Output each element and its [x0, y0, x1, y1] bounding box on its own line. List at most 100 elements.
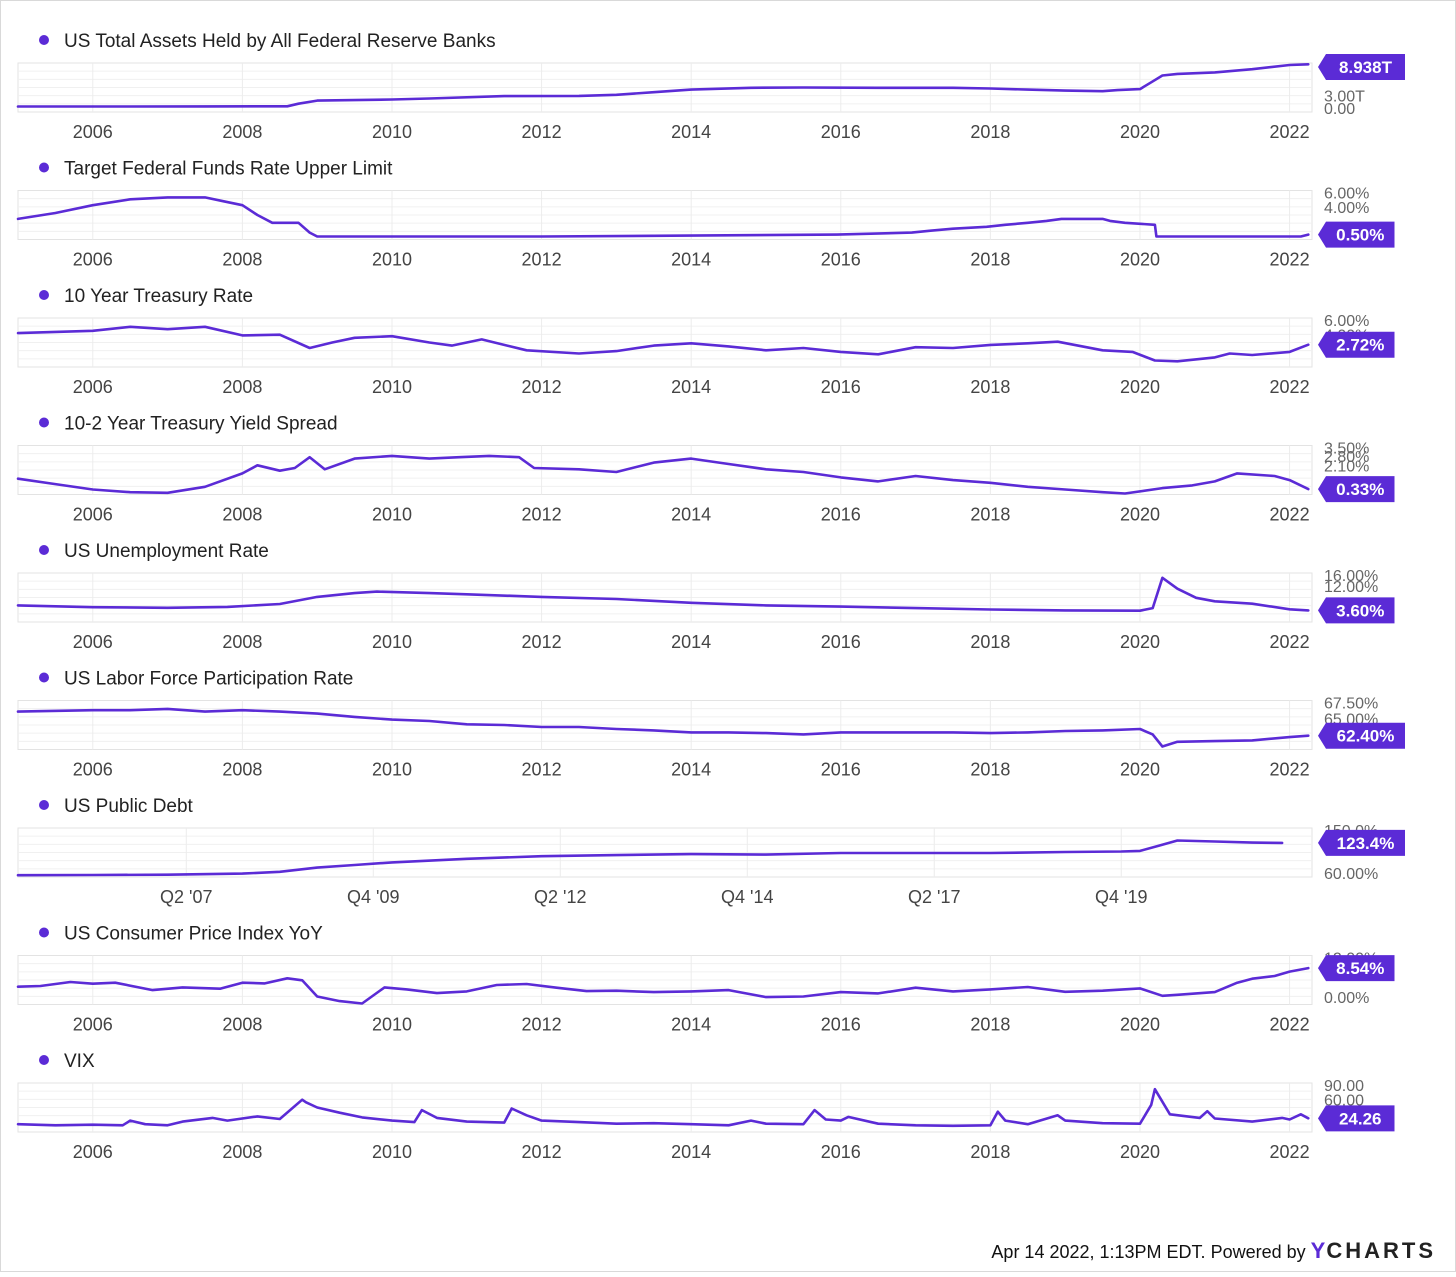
x-tick-label: 2014 — [671, 250, 711, 270]
x-tick-label: 2008 — [222, 505, 262, 525]
chart-title: US Total Assets Held by All Federal Rese… — [64, 31, 496, 52]
x-tick-label: 2008 — [222, 1015, 262, 1035]
y-tick-label: 12.00% — [1324, 579, 1378, 596]
x-tick-label: 2006 — [73, 122, 113, 142]
x-tick-label: 2018 — [970, 377, 1010, 397]
panel-3: 10-2 Year Treasury Yield Spread 2006 2008 2… — [16, 414, 1395, 525]
end-value-badge — [1318, 722, 1405, 749]
panel-0: US Total Assets Held by All Federal Rese… — [16, 31, 1405, 142]
chart-title: US Labor Force Participation Rate — [64, 669, 353, 690]
y-tick-label: 0.00 — [1324, 101, 1355, 118]
x-tick-label: 2018 — [970, 122, 1010, 142]
end-value-badge — [1318, 955, 1395, 982]
x-tick-label: 2010 — [372, 505, 412, 525]
ycharts-logo-text: CHARTS — [1326, 1238, 1436, 1263]
chart-title: Target Federal Funds Rate Upper Limit — [64, 159, 393, 180]
x-tick-label: 2014 — [671, 122, 711, 142]
legend-dot — [39, 800, 49, 810]
x-tick-label: 2016 — [821, 377, 861, 397]
panel-5: US Labor Force Participation Rate 2006 200… — [16, 669, 1405, 780]
x-tick-label: 2008 — [222, 122, 262, 142]
x-tick-label: Q4 '19 — [1095, 887, 1147, 907]
chart-title: US Unemployment Rate — [64, 541, 269, 562]
x-tick-label: 2006 — [73, 505, 113, 525]
series-line-0 — [16, 454, 1310, 495]
x-tick-label: 2008 — [222, 632, 262, 652]
chart-title: US Consumer Price Index YoY — [64, 924, 323, 945]
series-line-0 — [16, 707, 1310, 748]
end-value-label: 3.60% — [1336, 601, 1384, 620]
x-tick-label: 2018 — [970, 760, 1010, 780]
x-tick-label: 2012 — [522, 377, 562, 397]
x-tick-label: 2016 — [821, 760, 861, 780]
end-value-badge — [1318, 221, 1395, 248]
x-tick-label: 2020 — [1120, 1015, 1160, 1035]
x-tick-label: 2020 — [1120, 505, 1160, 525]
x-tick-label: 2006 — [73, 760, 113, 780]
end-value-badge — [1318, 1105, 1395, 1132]
x-tick-label: 2022 — [1270, 505, 1310, 525]
x-tick-label: 2018 — [970, 1015, 1010, 1035]
x-tick-label: 2006 — [73, 250, 113, 270]
legend-dot — [39, 417, 49, 428]
panel-2: 10 Year Treasury Rate 2006 2008 2010 2012 201… — [16, 286, 1395, 397]
x-tick-label: 2006 — [73, 1142, 113, 1162]
x-tick-label: 2020 — [1120, 760, 1160, 780]
x-tick-label: 2008 — [222, 377, 262, 397]
y-tick-label: 0.00% — [1324, 990, 1369, 1007]
x-tick-label: 2008 — [222, 250, 262, 270]
panel-8: VIX 2006 2008 2010 2012 2014 2016 2018 2020 2022 9… — [16, 1051, 1395, 1162]
x-tick-label: 2006 — [73, 632, 113, 652]
chart-title: 10-2 Year Treasury Yield Spread — [64, 414, 338, 435]
end-value-label: 123.4% — [1337, 834, 1395, 853]
x-tick-label: 2012 — [522, 1015, 562, 1035]
x-tick-label: 2010 — [372, 122, 412, 142]
y-tick-label: 60.00% — [1324, 866, 1378, 883]
legend-dot — [39, 35, 49, 45]
x-tick-label: 2012 — [522, 760, 562, 780]
x-tick-label: 2016 — [821, 632, 861, 652]
chart-title: 10 Year Treasury Rate — [64, 286, 253, 307]
x-tick-label: 2010 — [372, 1142, 412, 1162]
series-line-0 — [16, 325, 1310, 363]
x-tick-label: 2016 — [821, 250, 861, 270]
x-tick-label: 2006 — [73, 377, 113, 397]
end-value-label: 62.40% — [1337, 727, 1395, 746]
x-tick-label: 2012 — [522, 1142, 562, 1162]
end-value-label: 8.938T — [1339, 58, 1393, 77]
x-tick-label: 2014 — [671, 632, 711, 652]
x-tick-label: 2010 — [372, 1015, 412, 1035]
x-tick-label: 2022 — [1270, 632, 1310, 652]
series-line-0 — [16, 196, 1310, 238]
series-line-0 — [16, 1087, 1310, 1128]
x-tick-label: 2020 — [1120, 632, 1160, 652]
ycharts-logo[interactable]: YCHARTS — [1311, 1238, 1436, 1263]
x-tick-label: 2014 — [671, 1015, 711, 1035]
end-value-badge — [1318, 476, 1395, 503]
x-tick-label: 2008 — [222, 1142, 262, 1162]
x-tick-label: 2010 — [372, 760, 412, 780]
x-tick-label: 2018 — [970, 250, 1010, 270]
x-tick-label: 2014 — [671, 760, 711, 780]
x-tick-label: Q4 '14 — [721, 887, 773, 907]
y-tick-label: 90.00 — [1324, 1078, 1364, 1095]
x-tick-label: 2022 — [1270, 760, 1310, 780]
y-tick-label: 16.00% — [1324, 568, 1378, 585]
x-tick-label: 2022 — [1270, 122, 1310, 142]
x-tick-label: 2012 — [522, 250, 562, 270]
x-tick-label: 2022 — [1270, 1142, 1310, 1162]
x-tick-label: 2018 — [970, 1142, 1010, 1162]
footer-timestamp: Apr 14 2022, 1:13PM EDT. — [991, 1242, 1206, 1262]
series-line-0 — [16, 839, 1284, 877]
legend-dot — [39, 1055, 49, 1065]
x-tick-label: 2022 — [1270, 1015, 1310, 1035]
x-tick-label: 2016 — [821, 505, 861, 525]
y-tick-label: 6.00% — [1324, 313, 1369, 330]
panel-6: US Public Debt Q2 '07 Q4 '09 Q2 '12 Q4 '14 Q2… — [16, 796, 1405, 907]
x-tick-label: 2012 — [522, 122, 562, 142]
x-tick-label: 2010 — [372, 377, 412, 397]
ycharts-logo-y: Y — [1310, 1238, 1327, 1263]
y-tick-label: 3.50% — [1324, 441, 1369, 458]
y-tick-label: 2.80% — [1324, 449, 1369, 466]
x-tick-label: Q4 '09 — [347, 887, 399, 907]
